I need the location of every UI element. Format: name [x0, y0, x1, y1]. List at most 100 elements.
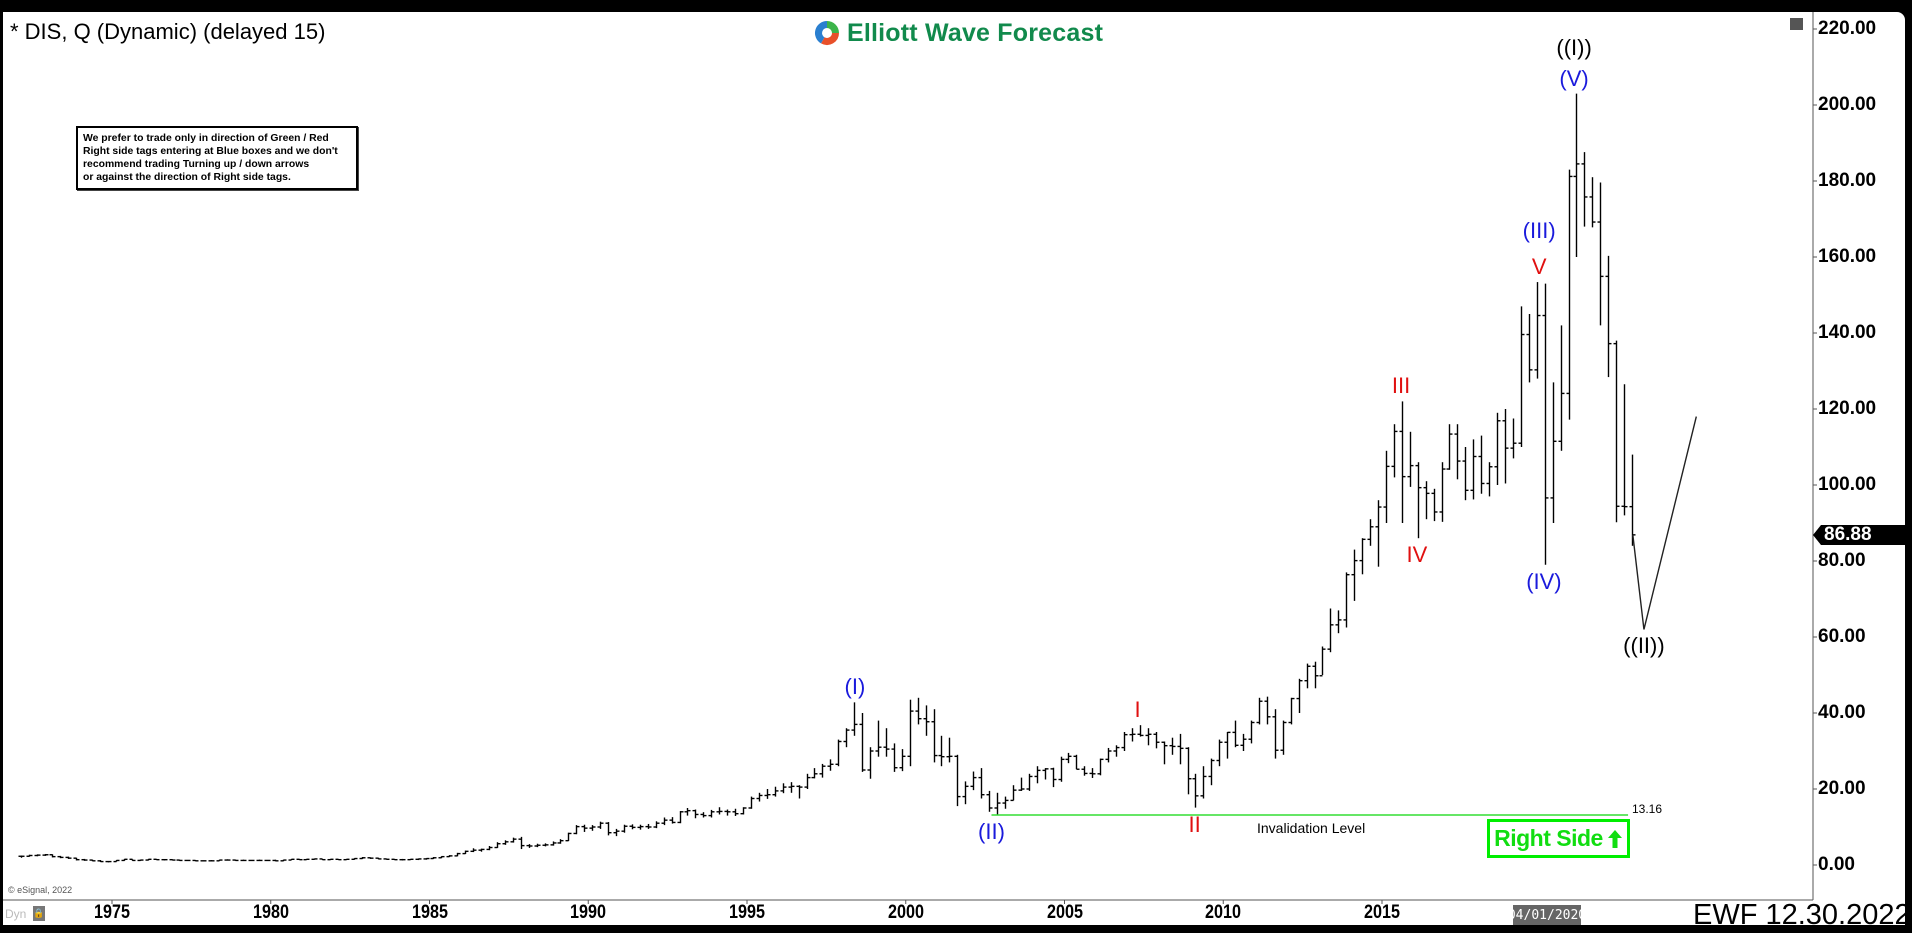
- y-tick-label: 200.00: [1818, 94, 1877, 115]
- ohlc-bar: [42, 853, 49, 856]
- ohlc-bar: [613, 828, 620, 837]
- ohlc-bar: [1558, 325, 1565, 451]
- ohlc-bar: [1431, 488, 1438, 522]
- ohlc-bar: [34, 854, 41, 857]
- ohlc-bar: [827, 759, 834, 771]
- disclaimer-note: We prefer to trade only in direction of …: [76, 126, 358, 190]
- ohlc-bar: [1256, 697, 1263, 725]
- ohlc-bar: [169, 858, 176, 861]
- last-price-tag: 86.88: [1813, 525, 1905, 545]
- ohlc-bar: [597, 821, 604, 829]
- ohlc-bar: [899, 749, 906, 772]
- ohlc-bar: [105, 860, 112, 863]
- note-line: recommend trading Turning up / down arro…: [83, 159, 310, 170]
- y-tick-label: 80.00: [1818, 550, 1866, 571]
- ohlc-bar: [1010, 785, 1017, 802]
- ohlc-bar: [796, 785, 803, 799]
- ohlc-bar: [1105, 747, 1112, 763]
- ohlc-bar: [550, 841, 557, 846]
- ohlc-bar: [811, 768, 818, 779]
- ohlc-bar: [645, 823, 652, 829]
- ohlc-bar: [931, 709, 938, 763]
- ohlc-bar: [740, 807, 747, 815]
- restore-window-icon[interactable]: [1790, 18, 1803, 30]
- y-tick-label: 60.00: [1818, 626, 1866, 647]
- logo: Elliott Wave Forecast: [813, 15, 1103, 51]
- ohlc-bar: [288, 858, 295, 861]
- invalidation-value: 13.16: [1632, 802, 1663, 816]
- ohlc-bar: [1018, 777, 1025, 791]
- note-line: Right side tags entering at Blue boxes a…: [83, 146, 338, 157]
- ewf-date-stamp: EWF 12.30.2022: [1693, 899, 1911, 931]
- ohlc-bar: [1343, 572, 1350, 628]
- ohlc-bar: [1534, 282, 1541, 379]
- ohlc-bar: [303, 858, 310, 861]
- ohlc-bar: [18, 855, 25, 858]
- ohlc-bar: [438, 855, 445, 859]
- ohlc-bar: [1002, 796, 1009, 809]
- ohlc-bar: [26, 854, 33, 857]
- ohlc-bar: [200, 860, 207, 862]
- ohlc-bar: [994, 792, 1001, 815]
- ohlc-bar: [1097, 758, 1104, 776]
- ohlc-bar: [192, 859, 199, 862]
- wave-label: V: [1531, 254, 1547, 280]
- ohlc-bar: [891, 743, 898, 772]
- crosshair-date: 04/01/2020: [1508, 905, 1586, 925]
- ohlc-bar: [280, 859, 287, 862]
- wave-label: I: [1134, 697, 1141, 723]
- ohlc-bar: [1367, 519, 1374, 546]
- lock-icon[interactable]: 🔒: [33, 906, 45, 921]
- ohlc-bar: [137, 859, 144, 862]
- ohlc-bar: [859, 713, 866, 772]
- ohlc-bar: [1462, 447, 1469, 501]
- x-tick-label: 1990: [570, 902, 607, 923]
- note-line: We prefer to trade only in direction of …: [83, 133, 329, 144]
- ohlc-bar: [399, 858, 406, 861]
- ohlc-bar: [462, 850, 469, 855]
- x-tick-label: 1985: [411, 902, 448, 923]
- ohlc-bar: [1240, 733, 1247, 751]
- ohlc-bar: [637, 824, 644, 830]
- projection-path: [1632, 416, 1698, 630]
- ohlc-bar: [383, 858, 390, 860]
- ohlc-bar: [161, 858, 168, 861]
- ohlc-bar: [81, 858, 88, 861]
- ohlc-bar: [1288, 697, 1295, 725]
- ohlc-bar: [470, 848, 477, 853]
- ohlc-bar: [970, 771, 977, 791]
- ohlc-bar: [367, 857, 374, 859]
- ohlc-bar: [843, 728, 850, 748]
- ohlc-bar: [311, 858, 318, 860]
- ohlc-bar: [1605, 255, 1612, 378]
- ohlc-bar: [1494, 412, 1501, 485]
- ohlc-bar: [1335, 610, 1342, 634]
- ohlc-bar: [621, 824, 628, 833]
- ohlc-bar: [708, 809, 715, 818]
- ohlc-bar: [1383, 450, 1390, 523]
- ohlc-bar: [653, 821, 660, 829]
- ohlc-bar: [113, 859, 120, 863]
- wave-label: (I): [844, 674, 866, 700]
- x-tick-label: 2005: [1046, 902, 1083, 923]
- ohlc-bar: [1042, 768, 1049, 780]
- ohlc-bar: [1470, 439, 1477, 500]
- right-side-tag: Right Side: [1487, 819, 1630, 858]
- ohlc-bar: [1129, 728, 1136, 742]
- ohlc-bar: [129, 858, 136, 862]
- ohlc-bar: [1034, 766, 1041, 784]
- ohlc-bar: [89, 859, 96, 862]
- ohlc-bar: [319, 858, 326, 861]
- ohlc-bar: [1407, 431, 1414, 487]
- ohlc-bar: [716, 807, 723, 815]
- logo-icon: [814, 20, 839, 46]
- ohlc-bar: [423, 857, 430, 860]
- ohlc-bar: [732, 808, 739, 816]
- ohlc-bar: [756, 792, 763, 802]
- ohlc-bar: [1359, 538, 1366, 575]
- y-tick-label: 0.00: [1818, 854, 1855, 875]
- ohlc-bar: [677, 811, 684, 824]
- x-tick-label: 2000: [887, 902, 924, 923]
